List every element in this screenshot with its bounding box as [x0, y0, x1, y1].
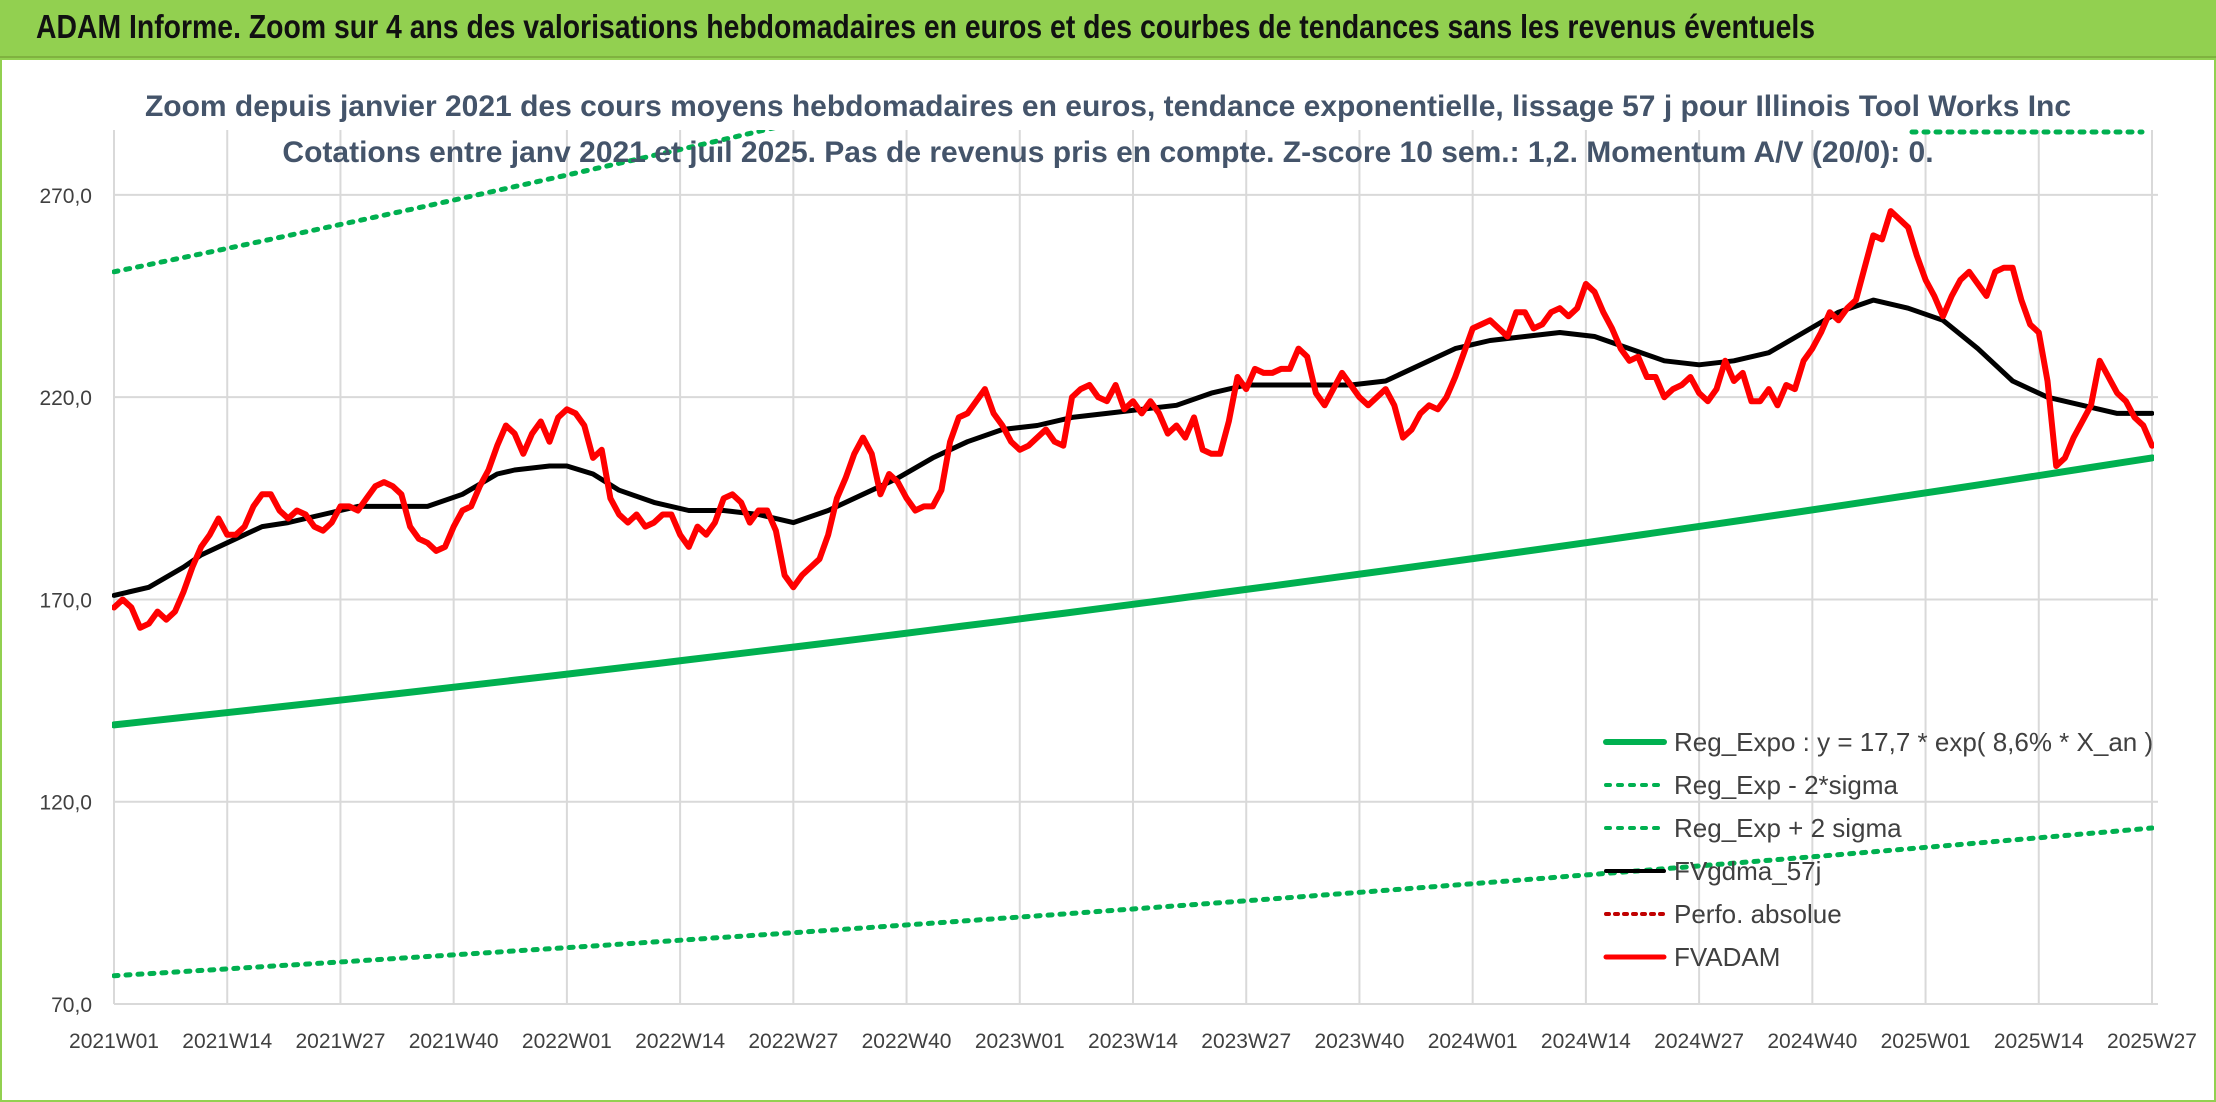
- x-tick-label: 2023W27: [1201, 1030, 1291, 1053]
- series-line-reg-expo-y-17-7-exp-8-6-x-an: [112, 454, 2154, 729]
- x-tick-label: 2023W14: [1088, 1030, 1178, 1053]
- x-tick-label: 2022W27: [748, 1030, 838, 1053]
- x-tick-label: 2023W40: [1314, 1030, 1404, 1053]
- series-line-fvgdma-57j: [112, 297, 2154, 598]
- chart-subtitle: Cotations entre janv 2021 et juil 2025. …: [282, 136, 1933, 169]
- chart-title: Zoom depuis janvier 2021 des cours moyen…: [145, 90, 2071, 123]
- report-title: ADAM Informe. Zoom sur 4 ans des valoris…: [36, 8, 1816, 45]
- x-tick-label: 2024W27: [1654, 1030, 1744, 1053]
- x-tick-label: 2023W01: [975, 1030, 1065, 1053]
- x-tick-label: 2025W27: [2107, 1030, 2197, 1053]
- y-tick-label: 220,0: [39, 387, 92, 410]
- legend-label: FVADAM: [1674, 942, 1780, 972]
- series-layer: [112, 129, 2154, 979]
- series-line-fvadam: [112, 208, 2154, 631]
- chart-border: [0, 58, 2216, 1102]
- x-tick-label: 2021W01: [69, 1030, 159, 1053]
- y-tick-label: 70,0: [51, 994, 92, 1017]
- legend-label: Reg_Exp + 2 sigma: [1674, 813, 1902, 843]
- x-tick-label: 2021W40: [409, 1030, 499, 1053]
- x-tick-label: 2025W01: [1881, 1030, 1971, 1053]
- series-line-reg-exp-2-sigma: [112, 825, 2154, 979]
- chart-legend: Reg_Expo : y = 17,7 * exp( 8,6% * X_an )…: [1603, 727, 2153, 972]
- x-tick-label: 2021W14: [182, 1030, 272, 1053]
- legend-label: Reg_Exp - 2*sigma: [1674, 770, 1899, 800]
- x-tick-label: 2021W27: [295, 1030, 385, 1053]
- x-tick-label: 2022W01: [522, 1030, 612, 1053]
- x-tick-label: 2022W14: [635, 1030, 725, 1053]
- axis-labels: 70,0 120,0 170,0 220,0 270,0 2021W01 2021W14 20…: [39, 185, 2197, 1053]
- legend-label: Reg_Expo : y = 17,7 * exp( 8,6% * X_an ): [1674, 727, 2153, 757]
- x-tick-label: 2022W40: [862, 1030, 952, 1053]
- legend-label: Perfo. absolue: [1674, 899, 1842, 929]
- y-tick-label: 270,0: [39, 185, 92, 208]
- x-tick-label: 2024W01: [1428, 1030, 1518, 1053]
- x-tick-label: 2024W40: [1767, 1030, 1857, 1053]
- y-tick-label: 170,0: [39, 589, 92, 612]
- x-tick-label: 2024W14: [1541, 1030, 1631, 1053]
- x-tick-label: 2025W14: [1994, 1030, 2084, 1053]
- y-tick-label: 120,0: [39, 792, 92, 815]
- gridlines: [113, 130, 2158, 1005]
- legend-label: FVgdma_57j: [1674, 856, 1821, 886]
- report-header: ADAM Informe. Zoom sur 4 ans des valoris…: [0, 0, 2216, 58]
- series-line-reg-exp-2-sigma: [112, 130, 776, 275]
